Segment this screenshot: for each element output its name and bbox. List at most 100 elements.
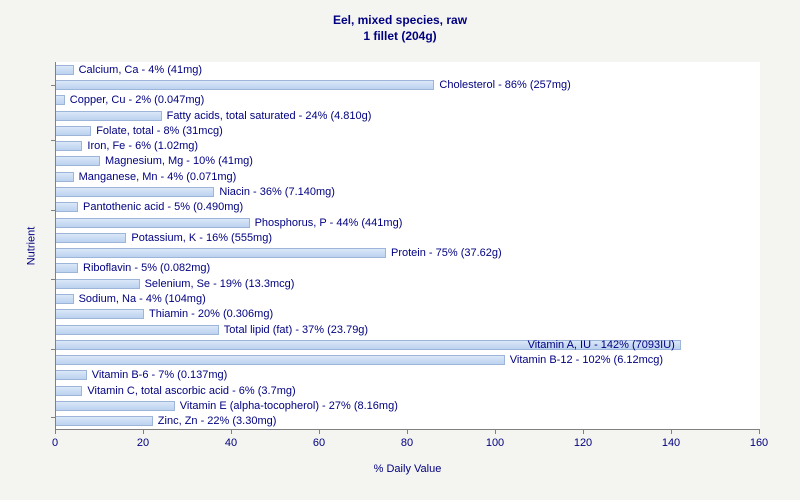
bar <box>56 110 162 121</box>
bar-label: Magnesium, Mg - 10% (41mg) <box>105 155 253 168</box>
bar-row-iron-fe: Iron, Fe - 6% (1.02mg) <box>56 138 760 153</box>
bar-label: Protein - 75% (37.62g) <box>391 247 502 260</box>
bar-label: Calcium, Ca - 4% (41mg) <box>78 63 203 76</box>
bar <box>56 171 74 182</box>
bar-label: Folate, total - 8% (31mcg) <box>96 124 223 137</box>
bar-label: Riboflavin - 5% (0.082mg) <box>83 262 211 275</box>
bar-label: Vitamin A, IU - 142% (7093IU) <box>527 338 675 351</box>
x-axis-tick-mark <box>671 430 672 434</box>
bar-label: Total lipid (fat) - 37% (23.79g) <box>223 323 369 336</box>
bar <box>56 385 83 396</box>
y-axis-tick-mark <box>51 139 55 141</box>
bar-row-vitamin-c-total-ascorbic-acid: Vitamin C, total ascorbic acid - 6% (3.7… <box>56 383 760 398</box>
bar <box>56 309 144 320</box>
x-axis-tick-label: 0 <box>51 437 59 449</box>
bar-row-phosphorus-p: Phosphorus, P - 44% (441mg) <box>56 215 760 230</box>
bar <box>56 263 78 274</box>
x-axis-tick-label: 160 <box>749 437 769 449</box>
y-axis-tick-mark <box>51 417 55 419</box>
bar-row-niacin: Niacin - 36% (7.140mg) <box>56 184 760 199</box>
bar-label: Phosphorus, P - 44% (441mg) <box>254 216 403 229</box>
bar-row-potassium-k: Potassium, K - 16% (555mg) <box>56 230 760 245</box>
bar-label: Potassium, K - 16% (555mg) <box>131 231 273 244</box>
bar <box>56 294 74 305</box>
bar-label: Sodium, Na - 4% (104mg) <box>78 293 206 306</box>
bar <box>56 324 219 335</box>
bar-label: Vitamin E (alpha-tocopherol) - 27% (8.16… <box>179 400 398 413</box>
bar-label: Fatty acids, total saturated - 24% (4.81… <box>166 109 372 122</box>
bar-row-manganese-mn: Manganese, Mn - 4% (0.071mg) <box>56 169 760 184</box>
bar <box>56 278 140 289</box>
plot-area: Calcium, Ca - 4% (41mg) Cholesterol - 86%… <box>55 62 760 430</box>
bar <box>56 64 74 75</box>
bar-label: Zinc, Zn - 22% (3.30mg) <box>157 415 277 428</box>
y-axis-tick-mark <box>51 84 55 86</box>
bar-row-vitamin-a-iu: Vitamin A, IU - 142% (7093IU) <box>56 337 760 352</box>
bar-label: Cholesterol - 86% (257mg) <box>439 78 571 91</box>
bar <box>56 248 386 259</box>
bar <box>56 156 100 167</box>
chart-title: Eel, mixed species, raw 1 fillet (204g) <box>0 12 800 44</box>
bar-row-total-lipid-fat: Total lipid (fat) - 37% (23.79g) <box>56 322 760 337</box>
bar-label: Iron, Fe - 6% (1.02mg) <box>87 140 199 153</box>
bar-row-calcium-ca: Calcium, Ca - 4% (41mg) <box>56 62 760 77</box>
x-axis-tick-mark <box>319 430 320 434</box>
bar <box>56 202 78 213</box>
x-axis-tick-mark <box>143 430 144 434</box>
x-axis-tick-label: 40 <box>224 437 238 449</box>
x-axis-tick-label: 60 <box>312 437 326 449</box>
bar-row-fatty-acids-total-saturated: Fatty acids, total saturated - 24% (4.81… <box>56 108 760 123</box>
y-axis-tick-mark <box>51 209 55 211</box>
bar-label: Vitamin B-12 - 102% (6.12mcg) <box>509 354 664 367</box>
x-axis-tick-label: 120 <box>573 437 593 449</box>
chart-title-line2: 1 fillet (204g) <box>363 29 437 43</box>
bar <box>56 339 681 350</box>
bar-label: Copper, Cu - 2% (0.047mg) <box>69 94 205 107</box>
bar <box>56 125 92 136</box>
bar-row-folate-total: Folate, total - 8% (31mcg) <box>56 123 760 138</box>
bar <box>56 370 87 381</box>
x-axis-label: % Daily Value <box>373 463 442 475</box>
x-axis-tick-mark <box>759 430 760 434</box>
bar-row-vitamin-e-alpha-tocopherol: Vitamin E (alpha-tocopherol) - 27% (8.16… <box>56 398 760 413</box>
bar-label: Vitamin B-6 - 7% (0.137mg) <box>91 369 228 382</box>
bar-row-vitamin-b-12: Vitamin B-12 - 102% (6.12mcg) <box>56 353 760 368</box>
x-axis-tick-mark <box>407 430 408 434</box>
bar-row-thiamin: Thiamin - 20% (0.306mg) <box>56 307 760 322</box>
y-axis-tick-mark <box>51 279 55 281</box>
bar-label: Pantothenic acid - 5% (0.490mg) <box>83 201 244 214</box>
bar <box>56 141 83 152</box>
chart-title-line1: Eel, mixed species, raw <box>332 13 468 27</box>
bar <box>56 79 435 90</box>
bar-label: Selenium, Se - 19% (13.3mcg) <box>144 277 295 290</box>
bar-row-protein: Protein - 75% (37.62g) <box>56 246 760 261</box>
bar-row-pantothenic-acid: Pantothenic acid - 5% (0.490mg) <box>56 200 760 215</box>
bar <box>56 95 65 106</box>
bar-label: Thiamin - 20% (0.306mg) <box>149 308 274 321</box>
bar <box>56 401 175 412</box>
x-axis-tick-mark <box>231 430 232 434</box>
bar-row-copper-cu: Copper, Cu - 2% (0.047mg) <box>56 93 760 108</box>
x-axis-tick-label: 80 <box>400 437 414 449</box>
y-axis-label: Nutrient <box>25 226 38 266</box>
bar-row-cholesterol: Cholesterol - 86% (257mg) <box>56 77 760 92</box>
bar <box>56 217 250 228</box>
x-axis-tick-mark <box>55 430 56 434</box>
bar-row-magnesium-mg: Magnesium, Mg - 10% (41mg) <box>56 154 760 169</box>
bar-row-selenium-se: Selenium, Se - 19% (13.3mcg) <box>56 276 760 291</box>
bar <box>56 232 127 243</box>
bar-label: Niacin - 36% (7.140mg) <box>219 185 335 198</box>
x-axis-tick-mark <box>583 430 584 434</box>
bar-label: Manganese, Mn - 4% (0.071mg) <box>78 170 237 183</box>
y-axis-tick-mark <box>51 349 55 351</box>
bar-label: Vitamin C, total ascorbic acid - 6% (3.7… <box>87 384 296 397</box>
bar-row-vitamin-b-6: Vitamin B-6 - 7% (0.137mg) <box>56 368 760 383</box>
bar <box>56 186 215 197</box>
x-axis-tick-label: 100 <box>485 437 505 449</box>
bar <box>56 355 505 366</box>
bar-row-zinc-zn: Zinc, Zn - 22% (3.30mg) <box>56 414 760 429</box>
x-axis-tick-label: 20 <box>136 437 150 449</box>
x-axis-tick-label: 140 <box>661 437 681 449</box>
bar-row-riboflavin: Riboflavin - 5% (0.082mg) <box>56 261 760 276</box>
